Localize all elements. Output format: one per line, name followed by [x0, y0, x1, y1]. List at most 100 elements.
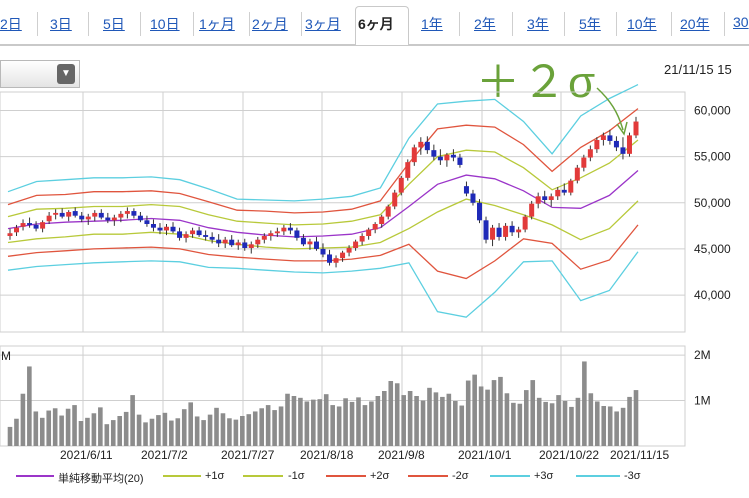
legend-swatch-plus3	[490, 475, 530, 477]
volume-bar	[46, 410, 52, 446]
volume-bar	[220, 413, 226, 446]
candle-body	[72, 211, 78, 216]
volume-bar	[459, 405, 465, 446]
tab-1-month[interactable]: 1ヶ月	[199, 16, 235, 32]
volume-bar	[20, 393, 26, 446]
date-tick-label: 2021/10/1	[458, 448, 512, 462]
tab-2-years[interactable]: 2年	[474, 16, 496, 32]
tab-6-months[interactable]: 6ヶ月	[358, 16, 394, 32]
legend-swatch-minus3	[576, 475, 620, 477]
tab-3-years[interactable]: 3年	[527, 16, 549, 32]
tab-3-months[interactable]: 3ヶ月	[305, 16, 341, 32]
candle-body	[216, 239, 222, 244]
date-tick-label: 2021/7/27	[221, 448, 275, 462]
candlesticks	[7, 116, 639, 268]
candle-body	[626, 135, 632, 154]
price-plot-frame	[0, 91, 686, 333]
candle-body	[496, 227, 502, 237]
candle-body	[98, 212, 104, 218]
candle-body	[333, 258, 339, 263]
bollinger-bands	[7, 84, 639, 318]
volume-bar	[317, 399, 323, 446]
tab-5-years[interactable]: 5年	[579, 16, 601, 32]
candle-body	[46, 215, 52, 222]
legend-swatch-plus1	[163, 475, 201, 477]
volume-bar	[169, 420, 174, 446]
tab-separator	[616, 12, 617, 36]
volume-bar	[33, 411, 39, 446]
tab-2-months[interactable]: 2ヶ月	[252, 16, 288, 32]
candle-body	[20, 223, 26, 227]
volume-tick-label: 1M	[694, 394, 711, 408]
candle-body	[53, 212, 59, 215]
volume-bar	[465, 380, 471, 446]
volume-bar	[427, 387, 432, 446]
tab-20-years[interactable]: 20年	[680, 16, 710, 32]
candle-body	[222, 239, 228, 244]
candle-body	[177, 231, 183, 238]
tab-separator	[724, 12, 725, 36]
candle-body	[66, 212, 72, 217]
price-grid	[0, 91, 686, 333]
price-tick-label: 45,000	[694, 242, 731, 256]
volume-bar	[369, 401, 374, 446]
candle-body	[548, 196, 554, 200]
tab-separator	[459, 12, 460, 36]
candle-body	[477, 202, 482, 221]
date-tick-label: 2021/9/8	[378, 448, 425, 462]
candle-body	[85, 216, 91, 220]
candle-body	[522, 216, 528, 230]
volume-bar	[330, 405, 335, 446]
candle-body	[92, 212, 98, 217]
volume-bar	[227, 418, 232, 446]
legend-label-plus1: +1σ	[205, 470, 225, 482]
volume-bars	[7, 361, 639, 446]
volume-bar	[149, 418, 155, 446]
tab-10-years[interactable]: 10年	[627, 16, 657, 32]
candle-body	[366, 229, 372, 236]
tab-10-days[interactable]: 10日	[150, 16, 180, 32]
tab-3-days[interactable]: 3日	[50, 16, 72, 32]
candle-body	[392, 192, 398, 207]
candle-body	[359, 236, 365, 242]
tab-separator	[193, 12, 194, 36]
candle-body	[40, 222, 46, 229]
annotation-arrow-line	[596, 87, 624, 131]
candle-body	[561, 189, 567, 193]
volume-tick-label: 2M	[694, 348, 711, 362]
volume-bar	[201, 420, 206, 446]
candle-body	[105, 217, 111, 221]
band-line-m2	[7, 224, 639, 280]
volume-bar	[394, 383, 400, 446]
volume-bar	[620, 407, 626, 446]
chart-type-dropdown[interactable]: ▼	[0, 60, 80, 88]
candle-body	[450, 154, 456, 158]
volume-bar	[311, 399, 316, 446]
volume-bar	[478, 386, 484, 446]
tab-separator	[37, 12, 38, 36]
tab-separator	[671, 12, 672, 36]
candle-body	[164, 226, 169, 231]
band-line-p2	[7, 108, 639, 214]
volume-bar	[452, 401, 458, 446]
legend-label-minus1: -1σ	[288, 470, 305, 482]
volume-bar	[356, 397, 361, 446]
candle-body	[229, 239, 235, 246]
tab-2-days[interactable]: 2日	[0, 16, 22, 32]
volume-bar	[207, 414, 213, 446]
date-tick-label: 2021/6/11	[60, 448, 113, 462]
volume-bar	[569, 406, 574, 446]
volume-bar	[491, 380, 497, 446]
candle-body	[7, 233, 13, 236]
candle-body	[483, 220, 489, 240]
volume-bar	[362, 405, 368, 446]
tab-5-days[interactable]: 5日	[103, 16, 125, 32]
volume-bar	[472, 374, 477, 446]
volume-bar	[162, 412, 168, 446]
tab-1-year[interactable]: 1年	[421, 16, 443, 32]
volume-bar	[530, 380, 536, 446]
chevron-down-icon: ▼	[57, 64, 75, 84]
candle-body	[574, 167, 580, 181]
tab-30-years[interactable]: 30	[733, 14, 749, 30]
volume-bar	[582, 361, 587, 446]
